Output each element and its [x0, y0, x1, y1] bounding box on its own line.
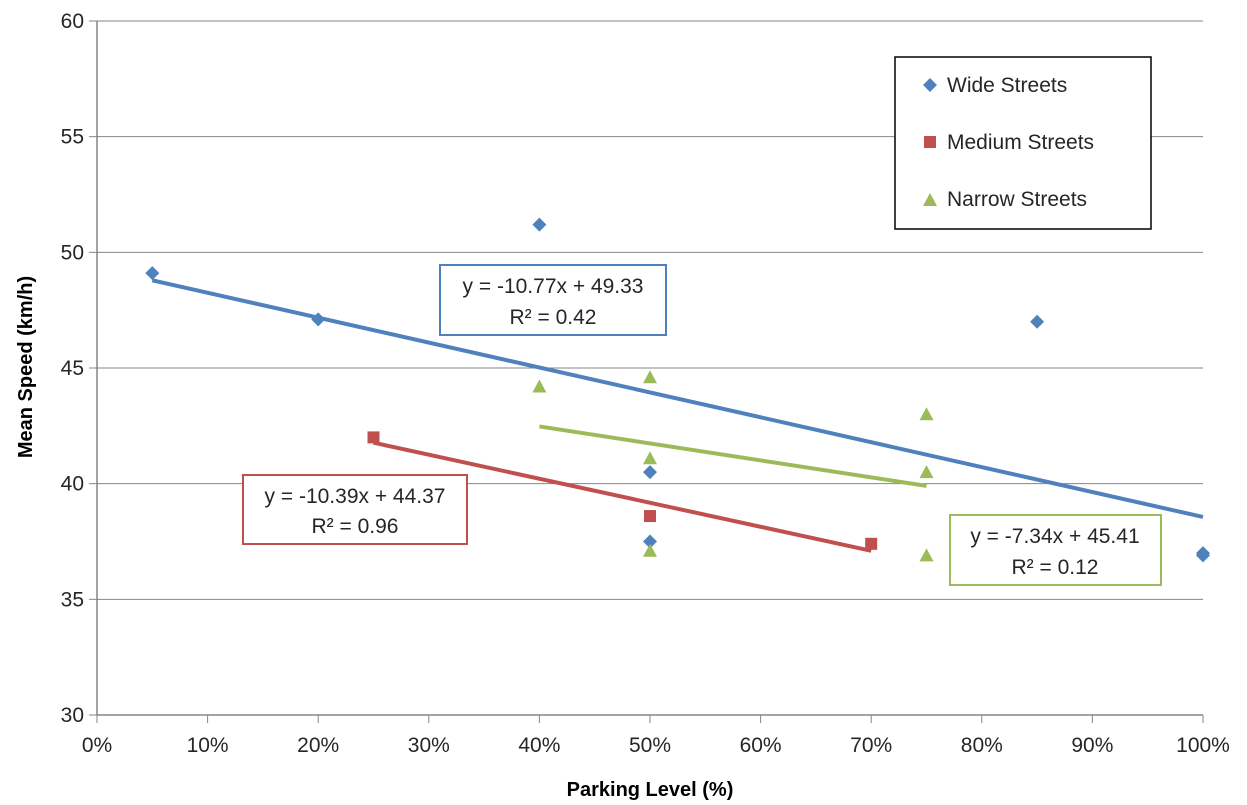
legend-label-wide: Wide Streets	[947, 74, 1067, 97]
y-tick-label: 45	[61, 357, 84, 380]
narrow-r2: R² = 0.12	[1012, 556, 1099, 579]
medium-equation-box: y = -10.39x + 44.37 R² = 0.96	[242, 474, 468, 545]
wide-r2: R² = 0.42	[510, 306, 597, 329]
legend-label-narrow: Narrow Streets	[947, 188, 1087, 211]
narrow-point	[919, 465, 934, 479]
medium-point	[644, 510, 656, 523]
legend-label-medium: Medium Streets	[947, 131, 1094, 154]
x-tick-label: 30%	[408, 734, 450, 757]
legend-marker-medium	[924, 136, 936, 148]
narrow-equation: y = -7.34x + 45.41	[970, 525, 1139, 548]
narrow-equation-box: y = -7.34x + 45.41 R² = 0.12	[949, 514, 1162, 586]
narrow-point	[919, 548, 934, 562]
legend: Wide Streets Medium Streets Narrow Stree…	[894, 56, 1152, 230]
narrow-point	[643, 451, 657, 465]
wide-point	[643, 534, 657, 549]
x-tick-label: 10%	[187, 734, 229, 757]
wide-equation: y = -10.77x + 49.33	[463, 275, 644, 298]
narrow-point	[532, 379, 547, 393]
axes	[89, 20, 1204, 723]
narrow-point	[919, 407, 934, 421]
narrow-point	[643, 543, 657, 557]
wide-point	[311, 312, 326, 327]
x-axis-title: Parking Level (%)	[567, 779, 734, 801]
x-tick-label: 40%	[518, 734, 560, 757]
trendlines	[151, 278, 1204, 553]
x-tick-label: 100%	[1176, 734, 1230, 757]
medium-point	[367, 431, 380, 444]
y-tick-label: 35	[61, 588, 84, 611]
x-tick-label: 70%	[850, 734, 892, 757]
legend-marker-narrow	[923, 193, 937, 206]
data-points	[145, 217, 1210, 563]
medium-r2: R² = 0.96	[312, 515, 399, 538]
wide-point	[532, 217, 547, 232]
narrow-trendline	[539, 424, 927, 488]
x-tick-label: 60%	[740, 734, 782, 757]
wide-trendline	[151, 278, 1204, 519]
x-tick-label: 90%	[1071, 734, 1113, 757]
narrow-point	[643, 370, 657, 384]
x-tick-label: 0%	[82, 734, 112, 757]
y-tick-label: 60	[61, 10, 84, 33]
y-axis-title: Mean Speed (km/h)	[15, 276, 37, 458]
x-tick-label: 20%	[297, 734, 339, 757]
medium-point	[865, 537, 878, 550]
legend-box	[894, 56, 1152, 230]
y-tick-label: 55	[61, 126, 84, 149]
y-tick-label: 40	[61, 473, 84, 496]
wide-equation-box: y = -10.77x + 49.33 R² = 0.42	[439, 264, 667, 336]
x-tick-label: 50%	[629, 734, 671, 757]
medium-equation: y = -10.39x + 44.37	[265, 485, 446, 508]
x-tick-label: 80%	[961, 734, 1003, 757]
medium-trendline	[373, 440, 872, 553]
tick-labels: 30 35 40 45 50 55 60 0% 10% 20% 30% 40% 50% 60% 70% 80%…	[61, 10, 1230, 757]
y-tick-label: 30	[61, 704, 84, 727]
wide-point	[145, 266, 160, 281]
y-tick-label: 50	[61, 241, 84, 264]
wide-point	[643, 465, 657, 480]
legend-marker-wide	[923, 78, 937, 92]
wide-point	[1030, 314, 1045, 329]
wide-point	[1196, 548, 1210, 563]
trendline-equations: y = -10.77x + 49.33 R² = 0.42 y = -10.39…	[242, 264, 1162, 586]
